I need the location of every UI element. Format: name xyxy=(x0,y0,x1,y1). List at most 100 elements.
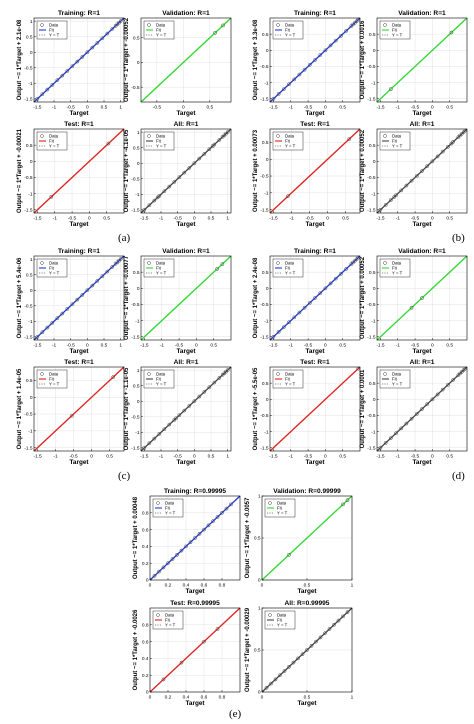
data-point xyxy=(177,175,182,180)
y-tick-label: 0.6 xyxy=(142,639,149,645)
x-tick-label: 0.5 xyxy=(342,216,349,222)
x-tick-label: -1.5 xyxy=(33,105,42,111)
data-point xyxy=(307,62,312,67)
data-point xyxy=(420,407,424,411)
legend-label: Y = T xyxy=(49,271,60,276)
x-tick-label: -0.5 xyxy=(304,454,313,460)
y-tick-label: 0.5 xyxy=(262,140,269,146)
y-tick-label: 0.5 xyxy=(133,145,140,151)
data-point xyxy=(152,573,157,578)
legend-label: Fit xyxy=(392,266,398,271)
data-point xyxy=(211,519,215,524)
subplot-b-1: Training: R=1 -1.5 -1 -0.5 0 0.5 -1.5 -1 -0.5 0 0.… xyxy=(253,10,361,117)
data-point xyxy=(404,183,409,188)
x-tick-label: -0.5 xyxy=(411,343,420,349)
data-point xyxy=(333,38,338,43)
legend-label: Data xyxy=(285,23,295,28)
x-axis-label: Target xyxy=(176,348,196,355)
data-point xyxy=(174,416,178,421)
legend-box xyxy=(264,610,296,630)
y-tick-label: -0.5 xyxy=(260,64,269,70)
x-tick-label: 0.5 xyxy=(339,454,346,460)
subplot-a-1: Training: R=1 -1.5 -1 -0.5 0 0.5 1 -1.5 -1 -0.5 0 0… xyxy=(17,10,125,117)
x-tick-label: -1 xyxy=(52,343,57,349)
x-tick-label: 0.5 xyxy=(210,343,217,349)
legend-label: Data xyxy=(392,134,402,139)
legend-label: Y = T xyxy=(285,382,296,387)
plot-frame xyxy=(140,366,232,452)
data-point xyxy=(345,498,350,503)
plot-frame xyxy=(269,255,361,341)
plot-frame xyxy=(376,255,468,341)
y-tick-label: 0.2 xyxy=(142,673,149,679)
data-point xyxy=(202,390,207,394)
legend-marker-data xyxy=(156,613,160,617)
data-point xyxy=(40,330,45,335)
y-tick-label: -1 xyxy=(28,319,33,325)
data-point xyxy=(202,152,207,156)
x-tick-label: -1 xyxy=(396,343,401,349)
data-point xyxy=(80,55,85,59)
subplot-title: All: R=1 xyxy=(174,359,199,366)
y-tick-label: 0.5 xyxy=(262,270,269,276)
legend-label: Data xyxy=(49,134,59,139)
x-tick-label: -1 xyxy=(159,216,164,222)
plot-frame xyxy=(269,366,361,452)
legend-label: Fit xyxy=(392,377,398,382)
legend-marker-data xyxy=(276,372,280,376)
data-point xyxy=(286,194,290,199)
x-tick-label: 1 xyxy=(119,105,122,111)
y-axis-label: Output ~= 1*Target + 5.4e-06 xyxy=(17,257,23,338)
x-axis-label: Target xyxy=(305,110,325,117)
fit-line xyxy=(376,255,468,341)
x-tick-label: 0 xyxy=(324,105,327,111)
x-tick-label: -0.5 xyxy=(175,343,184,349)
x-tick-label: -0.5 xyxy=(67,105,76,111)
fit-line xyxy=(269,366,361,452)
x-tick-label: -1.5 xyxy=(33,216,42,222)
subplot-title: Training: R=1 xyxy=(58,10,100,17)
x-axis-label: Target xyxy=(297,700,317,707)
x-tick-label: 0 xyxy=(261,695,264,701)
data-point xyxy=(45,87,50,92)
y-axis-label: Output ~= 1*Target + 0.0016 xyxy=(360,20,366,99)
x-tick-label: -1.5 xyxy=(376,105,385,111)
y-tick-label: -0.5 xyxy=(367,64,376,70)
data-point xyxy=(118,257,123,261)
y-tick-label: -0.5 xyxy=(131,85,140,91)
data-point xyxy=(273,677,278,682)
data-point xyxy=(85,288,90,293)
data-point xyxy=(106,141,111,146)
y-axis-label: Output ~= 1*Target + -0.00029 xyxy=(245,607,251,692)
y-tick-label: 0 xyxy=(373,397,376,403)
y-tick-label: 1 xyxy=(258,606,261,612)
legend-label: Y = T xyxy=(285,33,296,38)
data-point xyxy=(221,23,225,28)
data-point xyxy=(414,411,419,416)
data-point xyxy=(166,561,170,566)
data-point xyxy=(229,502,233,507)
data-point xyxy=(182,170,187,175)
plot-frame xyxy=(376,17,468,103)
legend-label: Data xyxy=(49,372,59,377)
x-tick-label: 1 xyxy=(351,695,354,701)
x-tick-label: 0.5 xyxy=(304,695,311,701)
data-point xyxy=(281,87,286,91)
data-point xyxy=(333,276,338,281)
data-point xyxy=(287,82,291,87)
legend-marker-data xyxy=(383,23,387,27)
fit-line xyxy=(269,128,361,214)
y-tick-label: 0.5 xyxy=(26,143,33,149)
y-tick-label: 0 xyxy=(373,286,376,292)
legend-label: Y = T xyxy=(49,33,60,38)
legend-marker-data xyxy=(147,261,151,265)
data-point xyxy=(276,330,281,334)
x-tick-label: 0.2 xyxy=(165,583,172,589)
y-tick-label: 0.5 xyxy=(133,383,140,389)
subplot-c-1: Training: R=1 -1.5 -1 -0.5 0 0.5 1 -1.5 -1 -0.5 0 0… xyxy=(17,248,125,355)
x-axis-label: Target xyxy=(185,700,205,707)
data-point xyxy=(344,267,349,271)
